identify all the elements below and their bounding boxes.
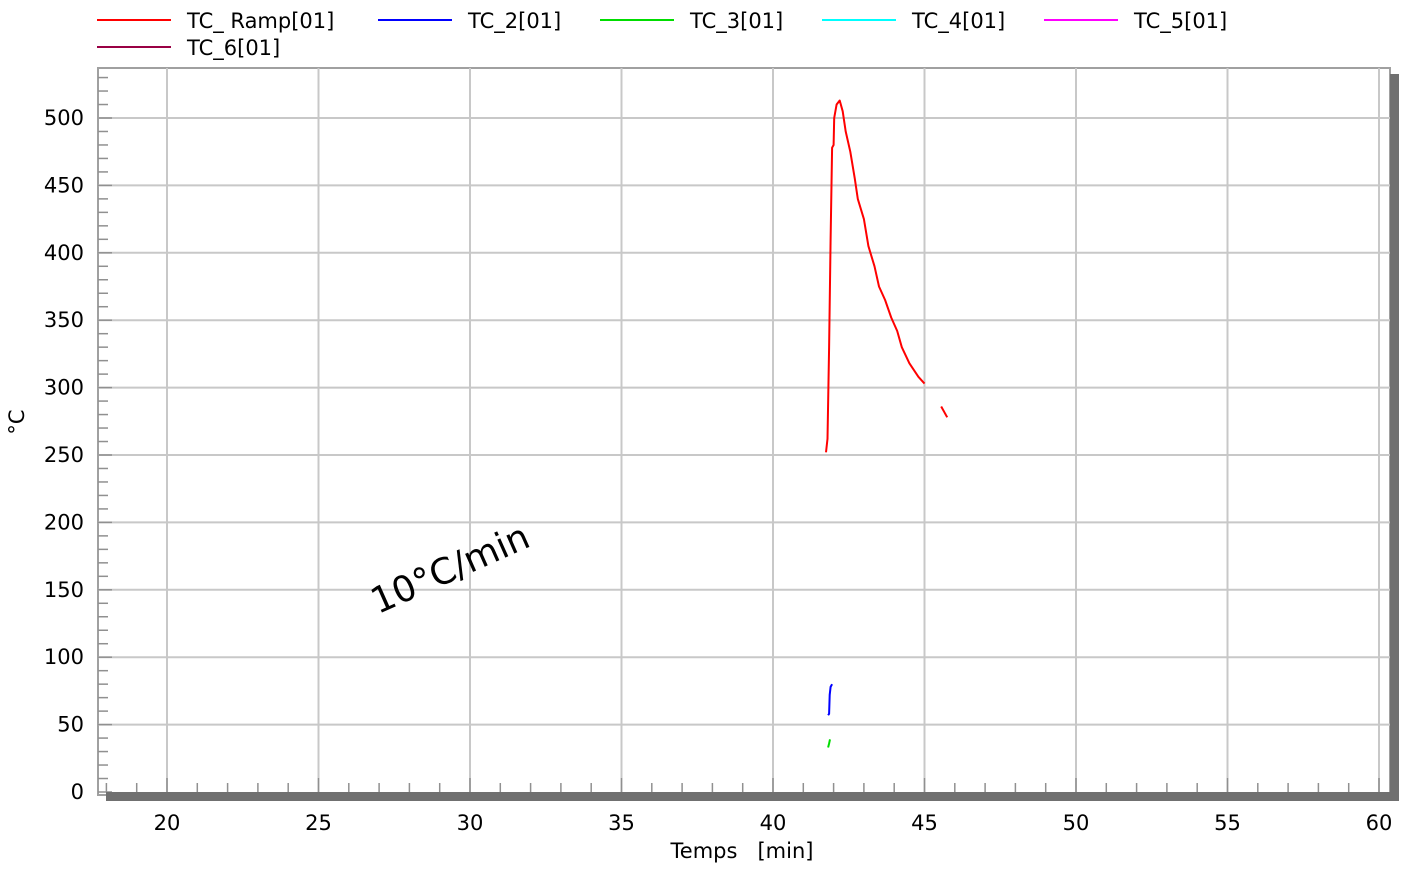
x-tick-label: 60 — [1366, 811, 1393, 835]
y-tick-label: 350 — [44, 308, 84, 332]
y-tick-label: 300 — [44, 376, 84, 400]
series-line — [940, 406, 949, 418]
x-tick-label: 35 — [608, 811, 635, 835]
x-tick-label: 55 — [1214, 811, 1241, 835]
plot-frame-right-shadow — [1390, 74, 1399, 801]
x-tick-labels: 20 25 30 35 40 45 50 55 60 — [154, 811, 1393, 835]
y-tick-label: 50 — [57, 713, 84, 737]
y-tick-label: 500 — [44, 106, 84, 130]
plot-frame — [97, 67, 1391, 796]
legend-label: TC_2[01] — [467, 9, 561, 34]
legend-label: TC_6[01] — [186, 36, 280, 61]
y-tick-label: 0 — [71, 780, 84, 804]
x-tick-label: 20 — [154, 811, 181, 835]
series-line — [827, 683, 833, 716]
x-tick-label: 50 — [1063, 811, 1090, 835]
legend-label: TC_5[01] — [1133, 9, 1227, 34]
y-tick-label: 400 — [44, 241, 84, 265]
y-tick-label: 100 — [44, 645, 84, 669]
legend-label: TC_3[01] — [689, 9, 783, 34]
plot-frame-bottom-shadow — [106, 792, 1399, 801]
x-tick-label: 45 — [911, 811, 938, 835]
legend-label: TC_4[01] — [911, 9, 1005, 34]
x-tick-label: 25 — [305, 811, 332, 835]
legend-label: TC_ Ramp[01] — [186, 9, 334, 34]
y-tick-label: 250 — [44, 443, 84, 467]
y-tick-label: 200 — [44, 510, 84, 534]
series-line — [825, 99, 926, 453]
plot-area — [97, 67, 1399, 801]
minor-ticks — [98, 76, 1380, 793]
series-line — [827, 739, 831, 748]
grid — [98, 68, 1390, 795]
legend: TC_ Ramp[01] TC_2[01] TC_3[01] TC_4[01] TC_5… — [97, 9, 1227, 61]
x-tick-label: 40 — [760, 811, 787, 835]
x-axis-title: Temps [min] — [670, 839, 814, 863]
x-tick-label: 30 — [457, 811, 484, 835]
y-tick-labels: 0 50 100 150 200 250 300 350 400 450 500 — [44, 106, 84, 804]
series-layer — [825, 99, 949, 748]
y-tick-label: 450 — [44, 173, 84, 197]
y-axis-title: °C — [5, 409, 29, 434]
y-tick-label: 150 — [44, 578, 84, 602]
